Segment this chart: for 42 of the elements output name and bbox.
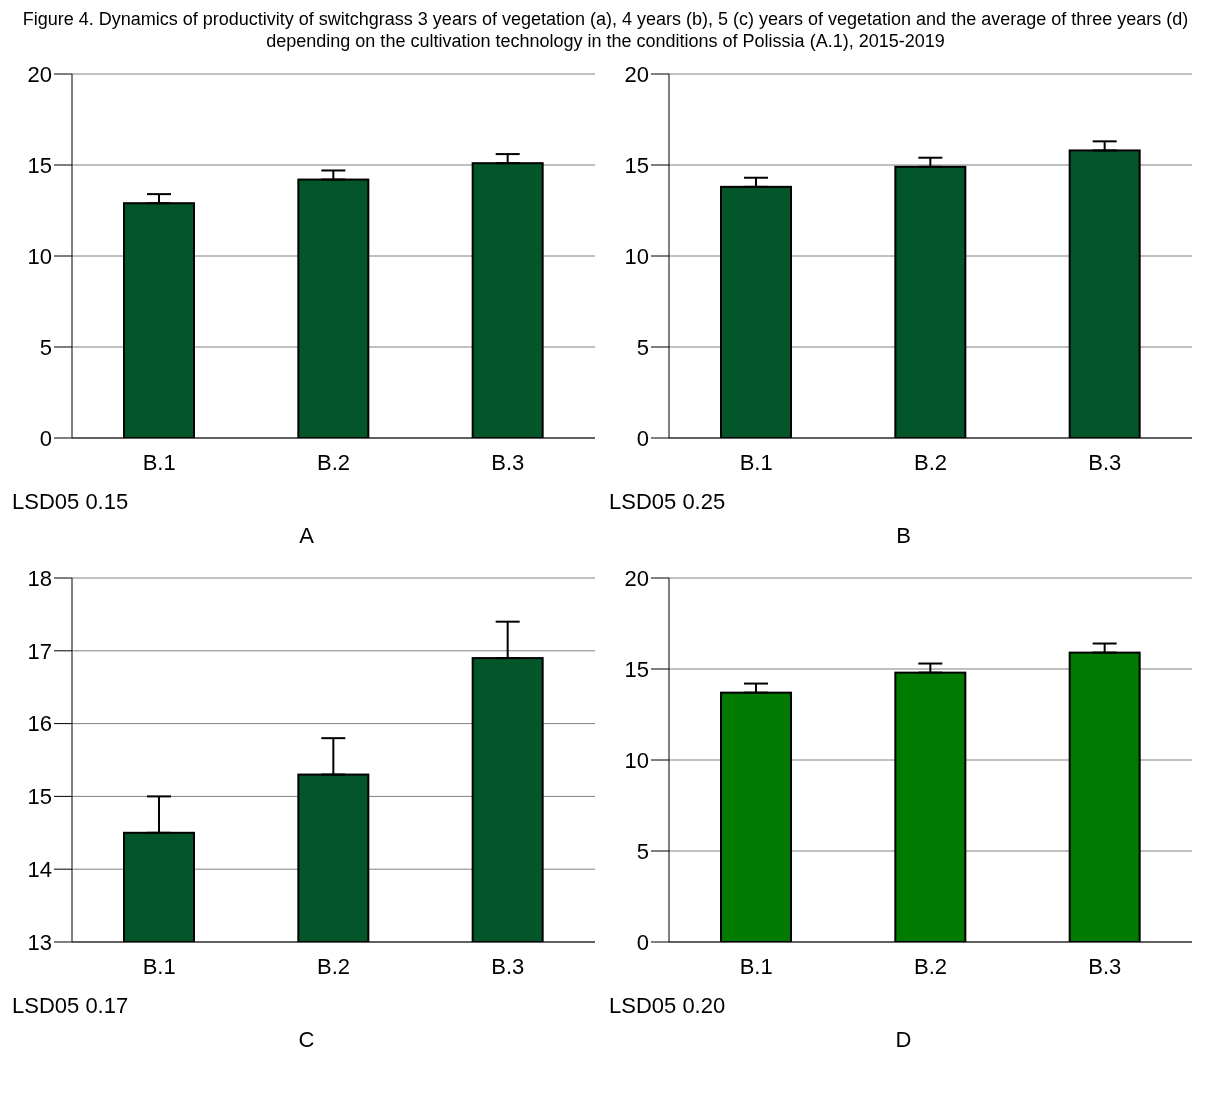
x-tick-label: B.2 [316, 449, 351, 475]
y-tick-label: 20 [624, 61, 649, 87]
y-tick-label: 15 [27, 784, 52, 810]
y-tick-label: 5 [39, 334, 52, 360]
x-tick-label: B.2 [913, 953, 948, 979]
text: LSD05 0.20 [608, 992, 727, 1020]
y-tick-label: 16 [27, 711, 52, 737]
text: C [297, 1026, 316, 1054]
text: LSD05 0.25 [608, 488, 727, 516]
y-tick-label: 15 [27, 152, 52, 178]
text: D [894, 1026, 913, 1054]
y-tick-label: 5 [636, 838, 649, 864]
x-tick-label: B.3 [491, 953, 525, 979]
x-tick-label: B.1 [142, 449, 176, 475]
y-tick-label: 17 [27, 638, 52, 664]
y-tick-label: 20 [27, 61, 52, 87]
y-tick-label: 10 [27, 243, 52, 269]
x-tick-label: B.3 [1088, 449, 1122, 475]
y-tick-label: 0 [39, 425, 52, 451]
x-tick-label: B.3 [491, 449, 525, 475]
y-tick-label: 18 [27, 565, 52, 591]
chart-title: Figure 4. Dynamics of productivity of switchgrass 3 years of vegetation (a), 4 years (b), 5 (c) years of vegetation and the average of three years (d) depending on the cultivation technology in the conditions of Polissia (A.1), 2015-2019 [21, 8, 1190, 53]
x-tick-label: B.1 [142, 953, 176, 979]
x-tick-label: B.1 [739, 953, 773, 979]
text: LSD05 0.17 [11, 992, 130, 1020]
y-tick-label: 10 [624, 243, 649, 269]
y-tick-label: 15 [624, 152, 649, 178]
y-tick-label: 20 [624, 565, 649, 591]
text: LSD05 0.15 [11, 488, 130, 516]
x-tick-label: B.1 [739, 449, 773, 475]
y-tick-label: 15 [624, 656, 649, 682]
text: B [895, 522, 912, 550]
y-tick-label: 0 [636, 425, 649, 451]
y-tick-label: 14 [27, 857, 52, 883]
y-tick-label: 0 [636, 929, 649, 955]
x-tick-label: B.2 [316, 953, 351, 979]
x-tick-label: B.3 [1088, 953, 1122, 979]
y-tick-label: 5 [636, 334, 649, 360]
x-tick-label: B.2 [913, 449, 948, 475]
text: A [298, 522, 315, 550]
y-tick-label: 10 [624, 747, 649, 773]
y-tick-label: 13 [27, 929, 52, 955]
